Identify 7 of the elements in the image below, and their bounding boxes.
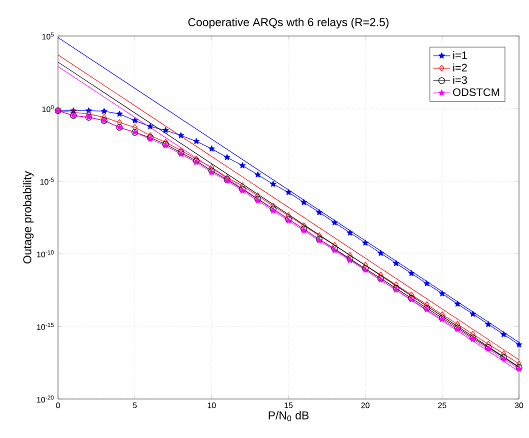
legend-label: ODSTCM	[453, 88, 500, 96]
legend-label: i=1	[453, 51, 467, 60]
chart-title: Cooperative ARQs wth 6 relays (R=2.5)	[188, 18, 389, 28]
y-axis-title: Outage probability	[22, 171, 34, 264]
legend-label: i=3	[453, 76, 467, 84]
x-axis-title: P/N$_{0}$ dB	[268, 411, 309, 422]
legend-label: i=2	[453, 63, 467, 72]
